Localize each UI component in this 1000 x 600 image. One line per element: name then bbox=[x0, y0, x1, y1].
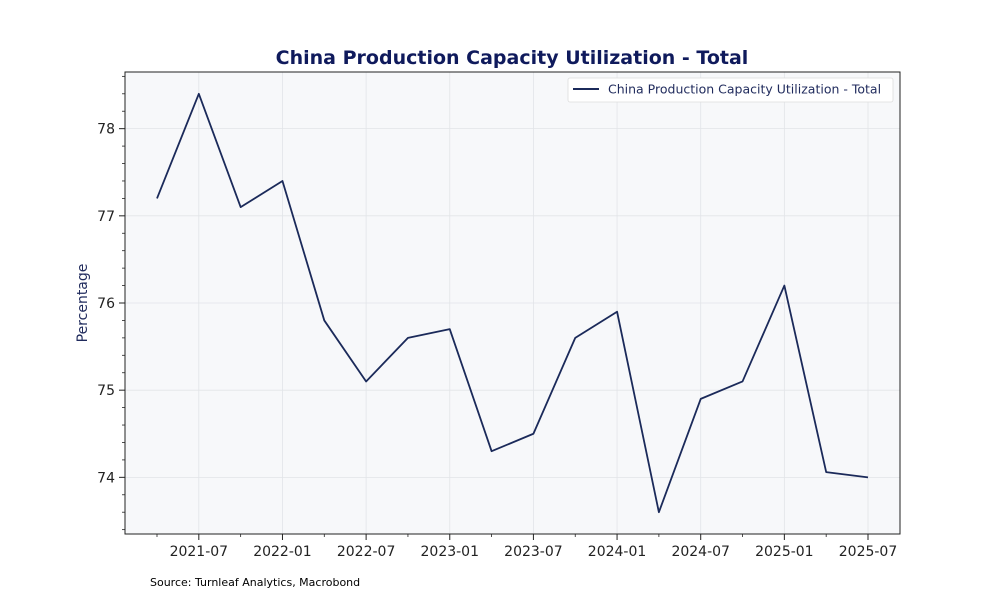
source-note: Source: Turnleaf Analytics, Macrobond bbox=[150, 576, 361, 589]
legend-box bbox=[567, 77, 894, 103]
y-axis-label: Percentage bbox=[75, 264, 91, 343]
legend: China Production Capacity Utilization - … bbox=[567, 77, 894, 103]
y-tick-label: 75 bbox=[97, 383, 115, 399]
x-tick-label: 2022-07 bbox=[337, 544, 396, 560]
series-line bbox=[156, 92, 869, 514]
grid-lines bbox=[125, 72, 900, 534]
y-tick-label: 78 bbox=[97, 122, 115, 138]
x-tick-label: 2022-01 bbox=[253, 544, 312, 560]
axes: 74 75 76 77 78 2021-07 2022-01 2022-07 2023-01 20… bbox=[97, 75, 898, 560]
x-tick-label: 2025-01 bbox=[755, 544, 814, 560]
y-tick-label: 77 bbox=[97, 209, 115, 225]
series-layer bbox=[156, 92, 869, 514]
x-tick-label: 2024-01 bbox=[588, 544, 647, 560]
x-tick-label: 2024-07 bbox=[671, 544, 730, 560]
y-tick-label: 76 bbox=[97, 296, 115, 312]
x-tick-label: 2023-01 bbox=[421, 544, 480, 560]
x-tick-label: 2025-07 bbox=[839, 544, 898, 560]
legend-label: China Production Capacity Utilization - … bbox=[608, 82, 881, 97]
y-tick-label: 74 bbox=[97, 470, 115, 486]
chart-title: China Production Capacity Utilization - … bbox=[276, 47, 749, 69]
x-tick-label: 2023-07 bbox=[504, 544, 563, 560]
x-tick-label: 2021-07 bbox=[170, 544, 229, 560]
